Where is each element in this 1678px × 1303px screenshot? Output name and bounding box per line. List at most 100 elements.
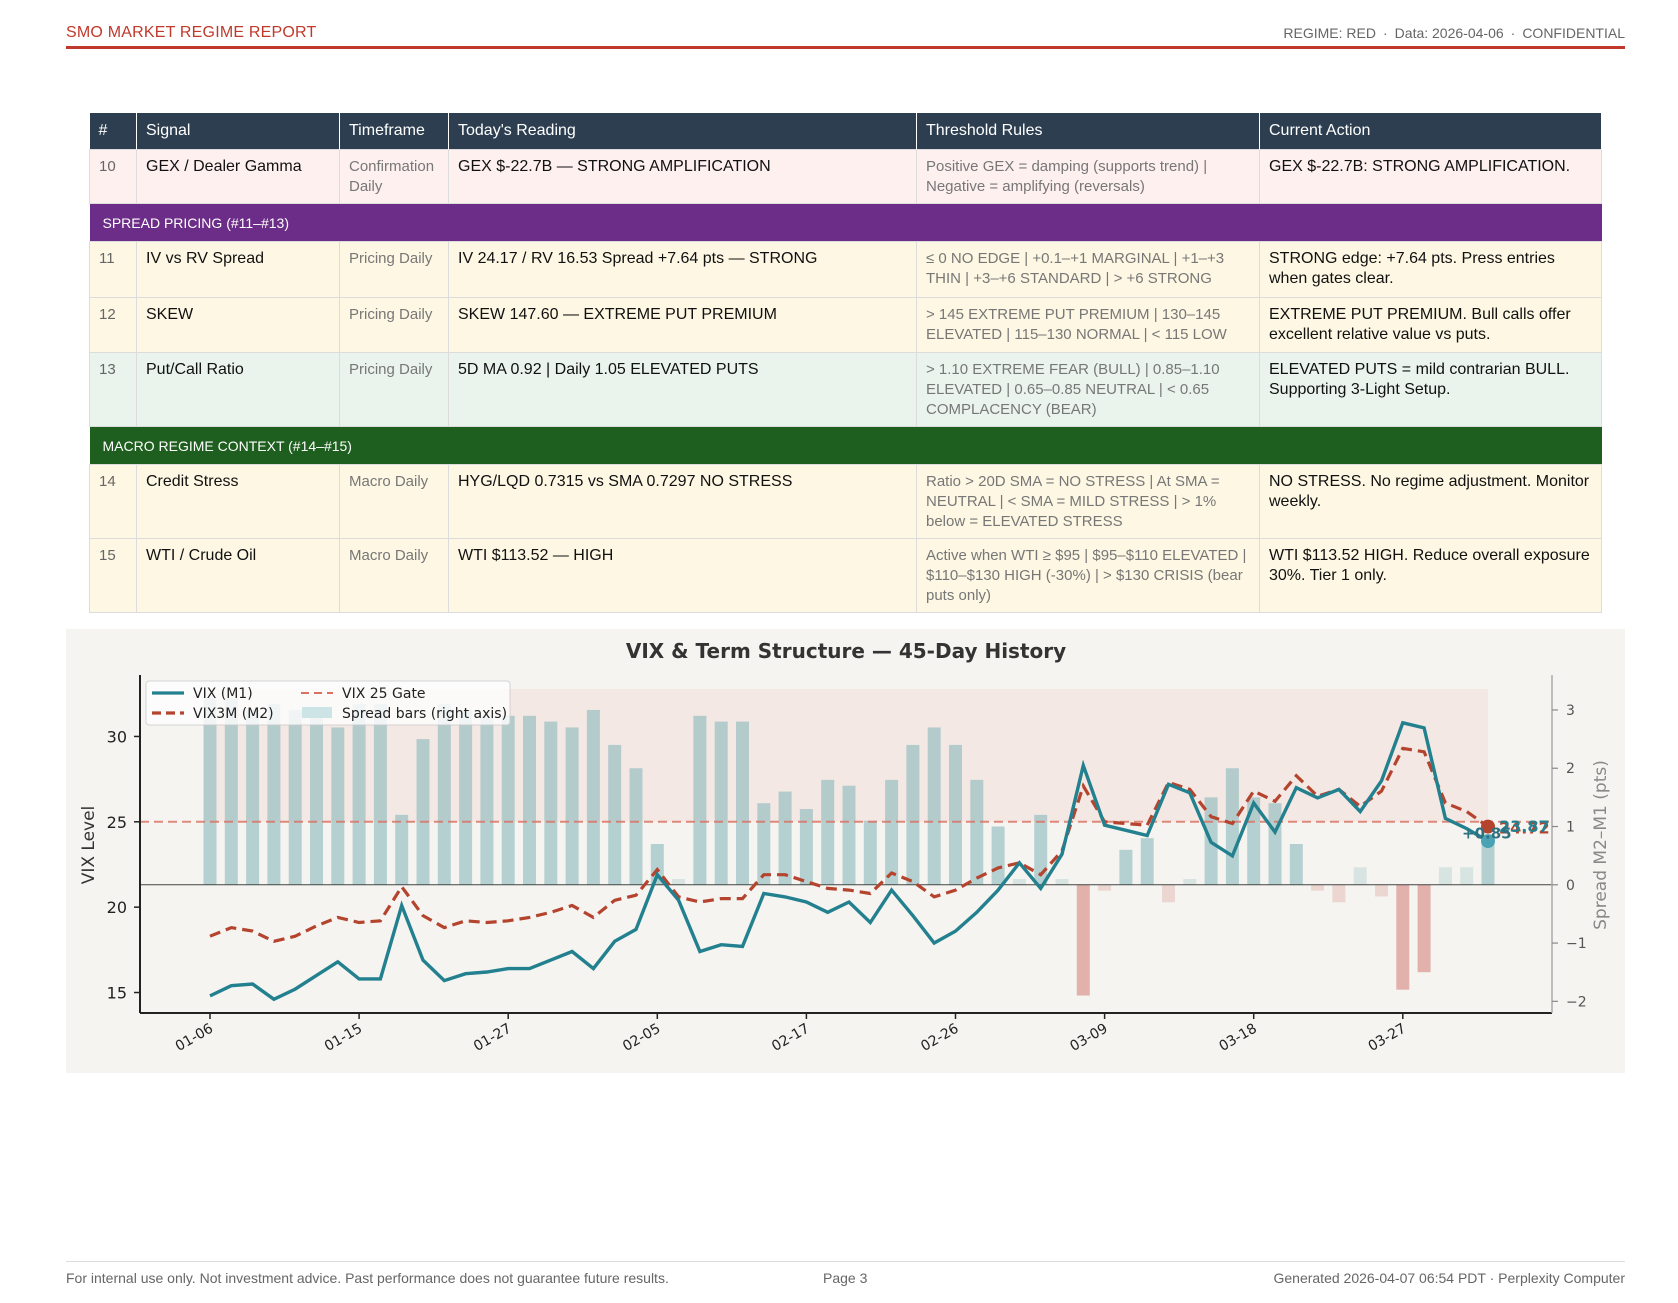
legend-label-gate: VIX 25 Gate <box>342 686 426 702</box>
y-tick-label: 30 <box>107 727 127 746</box>
legend-swatch-spread <box>302 707 332 718</box>
section-label: SPREAD PRICING (#11–#13) <box>89 203 1602 242</box>
current-action: WTI $113.52 HIGH. Reduce overall exposur… <box>1259 538 1602 613</box>
signal-name: IV vs RV Spread <box>136 241 340 298</box>
spread-bar <box>459 709 473 885</box>
spread-bar <box>523 715 536 885</box>
spread-bar <box>1396 884 1410 990</box>
column-header: Timeframe <box>339 113 449 150</box>
vix3m-end-marker <box>1481 819 1495 834</box>
signal-name: GEX / Dealer Gamma <box>136 149 340 204</box>
todays-reading: 5D MA 0.92 | Daily 1.05 ELEVATED PUTS <box>448 352 917 427</box>
spread-bar <box>991 826 1005 885</box>
signal-name: WTI / Crude Oil <box>136 538 340 613</box>
row-number: 12 <box>89 297 137 353</box>
table-row: 15 WTI / Crude Oil Macro Daily WTI $113.… <box>89 538 1602 613</box>
spread-bar <box>672 878 686 885</box>
spread-bar <box>246 709 260 885</box>
threshold-rules: > 145 EXTREME PUT PREMIUM | 130–145 ELEV… <box>916 297 1260 353</box>
spread-bar <box>1119 849 1133 885</box>
report-footer: For internal use only. Not investment ad… <box>66 1261 1625 1286</box>
x-tick-label: 01-15 <box>322 1021 365 1055</box>
spread-bar <box>352 704 366 885</box>
spread-bar <box>629 768 643 885</box>
spread-bar <box>586 709 600 885</box>
current-action: STRONG edge: +7.64 pts. Press entries wh… <box>1259 241 1602 298</box>
x-tick-label: 02-05 <box>620 1021 663 1055</box>
spread-bar <box>501 715 515 885</box>
spread-bar <box>757 803 771 885</box>
todays-reading: IV 24.17 / RV 16.53 Spread +7.64 pts — S… <box>448 241 917 298</box>
row-number: 15 <box>89 538 137 613</box>
signal-name: Credit Stress <box>136 464 340 539</box>
todays-reading: GEX $-22.7B — STRONG AMPLIFICATION <box>448 149 917 204</box>
spread-bar <box>288 709 302 885</box>
spread-bar <box>1098 884 1112 891</box>
spread-bar <box>1268 803 1282 885</box>
vix-chart: VIX & Term Structure — 45-Day History VI… <box>79 639 1611 1055</box>
y2-tick-label: 3 <box>1566 703 1575 719</box>
current-action: NO STRESS. No regime adjustment. Monitor… <box>1259 464 1602 539</box>
row-number: 10 <box>89 149 137 204</box>
spread-bar <box>1034 814 1048 885</box>
timeframe: Macro Daily <box>339 464 449 539</box>
spread-bar <box>1438 867 1452 885</box>
spread-bar <box>480 715 494 885</box>
legend-label-spread: Spread bars (right axis) <box>342 706 507 722</box>
spread-bar <box>373 704 387 885</box>
todays-reading: HYG/LQD 0.7315 vs SMA 0.7297 NO STRESS <box>448 464 917 539</box>
spread-bar <box>331 727 345 885</box>
column-header: Current Action <box>1259 113 1602 150</box>
row-number: 11 <box>89 241 137 298</box>
x-tick-label: 01-06 <box>173 1021 216 1055</box>
column-header: Threshold Rules <box>916 113 1260 150</box>
y-axis-label: VIX Level <box>79 806 99 885</box>
current-action: EXTREME PUT PREMIUM. Bull calls offer ex… <box>1259 297 1602 353</box>
spread-bar <box>1225 768 1239 885</box>
spread-bar <box>1183 878 1197 885</box>
current-action: GEX $-22.7B: STRONG AMPLIFICATION. <box>1259 149 1602 204</box>
spread-bar <box>1012 878 1026 885</box>
data-date: Data: 2026-04-06 <box>1394 25 1504 41</box>
x-tick-label: 03-27 <box>1366 1021 1409 1055</box>
signal-name: Put/Call Ratio <box>136 352 340 427</box>
report-header: SMO MARKET REGIME REPORT REGIME: RED · Dat… <box>66 22 1625 49</box>
signal-name: SKEW <box>136 297 340 353</box>
table-row: 14 Credit Stress Macro Daily HYG/LQD 0.7… <box>89 464 1602 539</box>
table-row: 10 GEX / Dealer Gamma Confirmation Daily… <box>89 149 1602 204</box>
report-title: SMO MARKET REGIME REPORT <box>66 24 317 41</box>
spread-bar <box>906 744 920 885</box>
spread-bar <box>1076 884 1090 996</box>
vix-end-label: 23.87 <box>1499 817 1550 836</box>
y2-axis-label: Spread M2–M1 (pts) <box>1591 760 1611 930</box>
spread-bar <box>949 744 962 885</box>
vix-end-marker <box>1481 834 1495 849</box>
y-tick-label: 15 <box>107 984 127 1003</box>
table-row: 11 IV vs RV Spread Pricing Daily IV 24.1… <box>89 241 1602 298</box>
chart-title: VIX & Term Structure — 45-Day History <box>626 639 1066 663</box>
y2-tick-label: −1 <box>1566 936 1587 952</box>
x-tick-label: 02-26 <box>918 1021 961 1055</box>
spread-bar <box>1162 884 1175 903</box>
y2-tick-label: 0 <box>1566 878 1575 894</box>
spread-bar <box>885 779 899 885</box>
spread-bar <box>565 727 579 885</box>
footer-generated: Generated 2026-04-07 06:54 PDT · Perplex… <box>1273 1270 1625 1286</box>
spread-bar <box>1332 884 1346 903</box>
timeframe: Pricing Daily <box>339 352 449 427</box>
spread-bar <box>1247 797 1261 885</box>
generated-timestamp: Generated 2026-04-07 06:54 PDT <box>1273 1270 1486 1286</box>
timeframe: Pricing Daily <box>339 297 449 353</box>
x-tick-label: 01-27 <box>471 1021 514 1055</box>
threshold-rules: Active when WTI ≥ $95 | $95–$110 ELEVATE… <box>916 538 1260 613</box>
header-separator: · <box>1510 25 1516 41</box>
chart-legend: VIX (M1) VIX3M (M2) VIX 25 Gate Spread bars… <box>145 680 511 726</box>
spread-bar <box>224 698 238 885</box>
footer-page-number: Page 3 <box>823 1270 868 1286</box>
spread-end-label: +0.85 <box>1462 824 1512 842</box>
x-tick-label: 03-18 <box>1216 1021 1259 1055</box>
spread-bar <box>544 721 558 885</box>
spread-bar <box>1375 884 1388 897</box>
spread-bar <box>1055 878 1069 885</box>
spread-bar <box>267 704 281 885</box>
